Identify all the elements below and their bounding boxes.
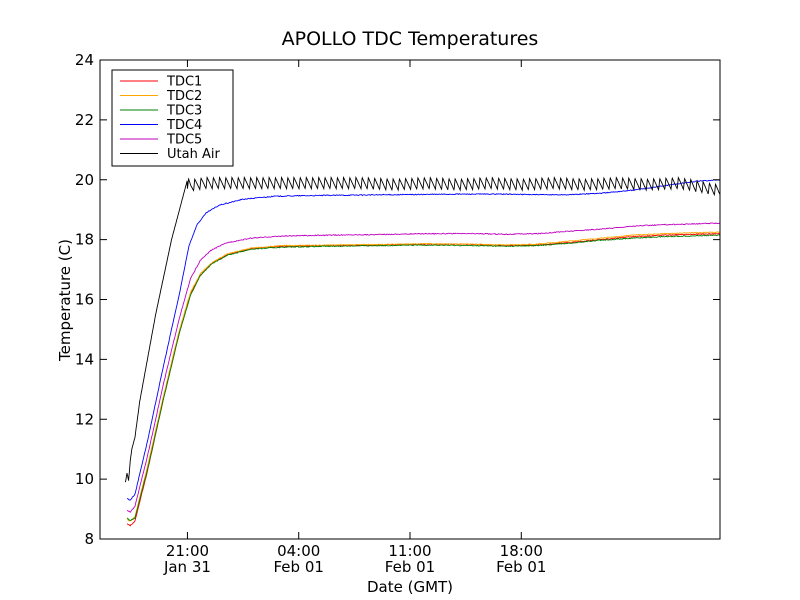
legend-label-utah-air: Utah Air xyxy=(167,147,220,162)
series-line-tdc2 xyxy=(126,231,720,522)
series-line-tdc5 xyxy=(126,222,720,514)
x-tick-label-time: 11:00 xyxy=(388,542,431,560)
y-tick-label: 16 xyxy=(75,291,94,309)
plot-area xyxy=(124,176,720,527)
x-tick-label-time: 21:00 xyxy=(166,542,209,560)
y-tick-label: 8 xyxy=(84,530,94,548)
y-tick-label: 14 xyxy=(75,350,94,368)
legend-box xyxy=(111,69,234,167)
y-tick-label: 22 xyxy=(75,111,94,129)
legend-label-tdc1: TDC1 xyxy=(166,75,202,90)
x-axis-title: Date (GMT) xyxy=(367,578,453,596)
y-tick-label: 20 xyxy=(75,171,94,189)
y-axis-title: Temperature (C) xyxy=(56,239,74,362)
legend-label-tdc4: TDC4 xyxy=(166,118,202,133)
legend-label-tdc5: TDC5 xyxy=(166,133,202,148)
y-tick-label: 10 xyxy=(75,470,94,488)
y-tick-label: 12 xyxy=(75,410,94,428)
x-tick-label-time: 18:00 xyxy=(500,542,543,560)
x-tick-label-time: 04:00 xyxy=(277,542,320,560)
legend-label-tdc3: TDC3 xyxy=(166,104,202,119)
series-line-tdc4 xyxy=(127,179,720,501)
x-tick-label-date: Jan 31 xyxy=(163,558,211,576)
chart-title: APOLLO TDC Temperatures xyxy=(282,28,539,50)
series-line-utah-air xyxy=(124,176,720,483)
x-tick-label-date: Feb 01 xyxy=(496,558,546,576)
series-line-tdc3 xyxy=(126,234,720,521)
x-tick-label-date: Feb 01 xyxy=(274,558,324,576)
x-tick-label-date: Feb 01 xyxy=(385,558,435,576)
y-tick-label: 18 xyxy=(75,231,94,249)
legend-label-tdc2: TDC2 xyxy=(166,89,202,104)
y-tick-label: 24 xyxy=(75,51,94,69)
